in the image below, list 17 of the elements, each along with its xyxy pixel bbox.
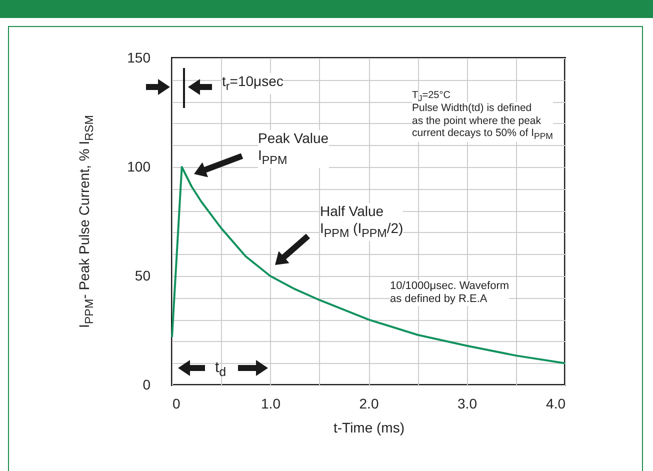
annotation: T$_{J}$=25°C [412, 90, 450, 103]
x-tick-label: 0 [172, 396, 180, 412]
annotation: t$_{r}$=10μsec [222, 73, 284, 94]
x-tick-label: 3.0 [458, 396, 478, 412]
y-tick-label: 0 [142, 376, 151, 392]
y-tick-label: 50 [134, 268, 151, 284]
annotation: Pulse Width(td) is defined as the point where the peak current decays to 50% of I$_{PPM}$ [412, 102, 553, 142]
y-tick-label: 100 [127, 158, 151, 174]
x-tick-label: 1.0 [261, 396, 281, 412]
x-tick-label: 2.0 [359, 396, 379, 412]
x-tick-label: 4.0 [546, 396, 566, 412]
annotation: Peak Value I$_{PPM}$ [258, 130, 329, 168]
annotation: t$_{d}$ [215, 359, 226, 380]
x-axis-title: t-Time (ms) [333, 420, 405, 436]
y-tick-label: 150 [127, 50, 151, 66]
annotation: Half Value I$_{PPM}$ (I$_{PPM}$/2) [320, 203, 404, 241]
annotation: 10/1000μsec. Waveform as defined by R.E.A [390, 280, 510, 306]
